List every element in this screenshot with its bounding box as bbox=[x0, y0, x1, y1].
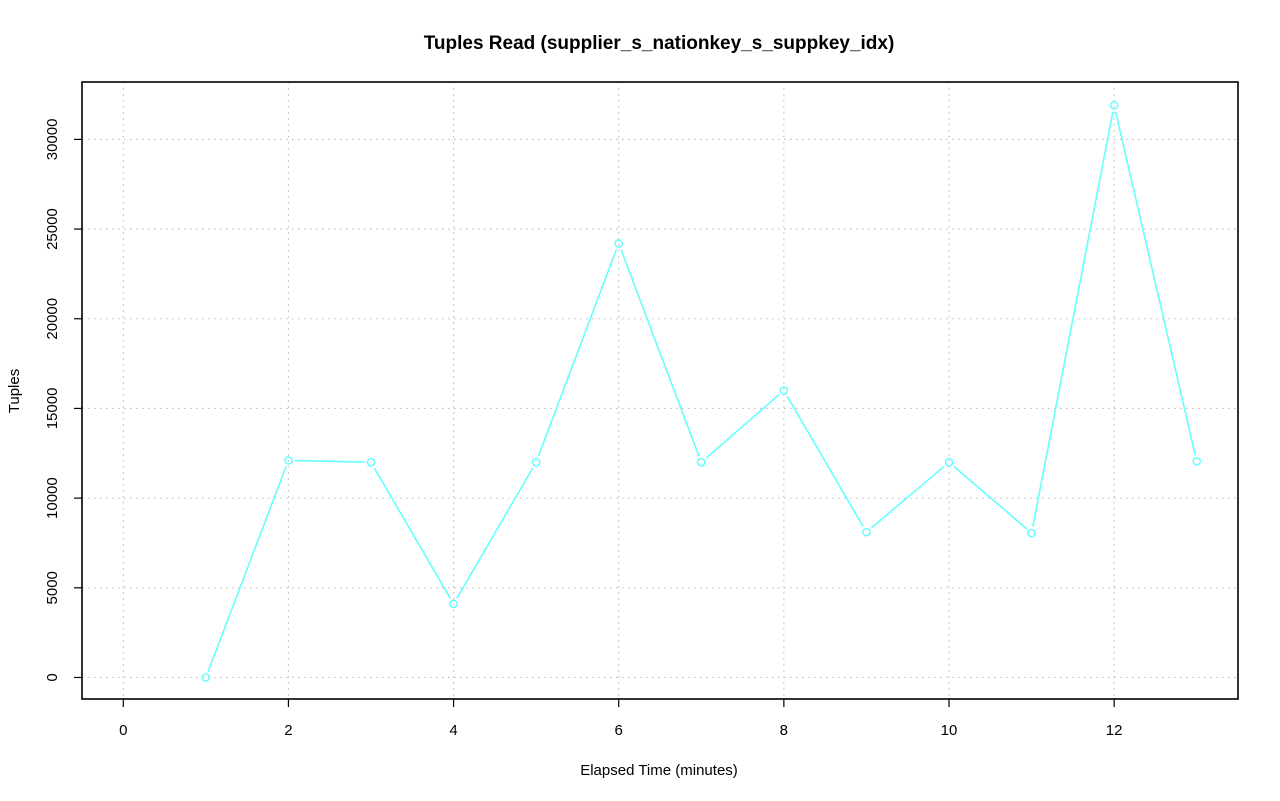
x-axis-label: Elapsed Time (minutes) bbox=[580, 762, 738, 779]
data-point-marker bbox=[614, 239, 624, 248]
plot-frame bbox=[81, 81, 1239, 700]
series-line-segment bbox=[373, 467, 451, 599]
series-line-segment bbox=[207, 466, 287, 672]
data-point-marker bbox=[1027, 528, 1036, 538]
y-tick-label: 10000 bbox=[44, 477, 61, 519]
series-line-segment bbox=[786, 395, 864, 527]
series-line-segment bbox=[456, 467, 534, 599]
data-point-marker bbox=[1192, 456, 1202, 466]
data-point-marker bbox=[531, 457, 541, 467]
data-point-marker bbox=[284, 456, 293, 465]
data-point-marker bbox=[201, 673, 211, 682]
y-tick-label: 5000 bbox=[44, 571, 61, 604]
series-line-segment bbox=[953, 465, 1028, 530]
series-layer bbox=[201, 100, 1202, 682]
y-tick-label: 0 bbox=[44, 673, 61, 681]
y-tick-label: 30000 bbox=[44, 119, 61, 161]
y-axis: 0 5000 10000 15000 20000 25000 30000 bbox=[44, 119, 82, 682]
x-axis: 0 2 4 6 8 10 12 bbox=[119, 699, 1122, 739]
data-point-marker bbox=[696, 457, 706, 467]
y-tick-label: 15000 bbox=[44, 388, 61, 430]
data-point-marker bbox=[366, 457, 376, 467]
data-point-marker bbox=[779, 386, 789, 395]
x-tick-label: 10 bbox=[941, 722, 958, 739]
x-tick-label: 0 bbox=[119, 722, 127, 739]
series-line-segment bbox=[620, 249, 700, 457]
series-line-segment bbox=[537, 249, 618, 457]
y-tick-label: 20000 bbox=[44, 298, 61, 340]
x-tick-label: 6 bbox=[615, 722, 623, 739]
x-tick-label: 8 bbox=[780, 722, 788, 739]
series-line-segment bbox=[294, 459, 365, 463]
data-point-marker bbox=[862, 527, 871, 537]
series-line-segment bbox=[705, 394, 780, 459]
data-point-marker bbox=[449, 599, 458, 609]
series-line-segment bbox=[870, 465, 945, 529]
data-point-marker bbox=[1109, 100, 1119, 110]
series-line-segment bbox=[1032, 111, 1114, 527]
x-tick-label: 2 bbox=[284, 722, 292, 739]
y-tick-label: 25000 bbox=[44, 208, 61, 250]
y-axis-label: Tuples bbox=[6, 369, 23, 413]
chart-title: Tuples Read (supplier_s_nationkey_s_supp… bbox=[424, 33, 895, 54]
x-tick-label: 4 bbox=[449, 722, 457, 739]
data-point-marker bbox=[944, 457, 954, 467]
series-line-segment bbox=[1114, 111, 1197, 456]
x-tick-label: 12 bbox=[1106, 722, 1123, 739]
